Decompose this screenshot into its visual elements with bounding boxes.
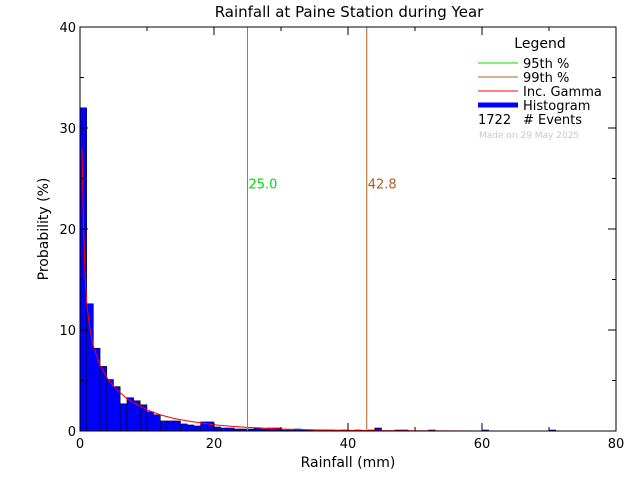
percentile-value-label-1: 42.8 [368, 178, 397, 193]
histogram-bar [93, 347, 101, 432]
histogram-bar [166, 420, 175, 432]
fit-curve-group [81, 148, 617, 432]
histogram-bar [193, 425, 201, 432]
x-tick-label: 40 [340, 437, 357, 452]
histogram-bar [140, 404, 148, 432]
histogram-bar [106, 379, 114, 432]
legend-events-label: # Events [523, 113, 582, 128]
x-tick-label: 20 [206, 437, 223, 452]
x-tick-label: 80 [608, 437, 625, 452]
y-tick-label: 10 [59, 324, 76, 339]
histogram-bar [86, 303, 94, 432]
x-axis-ticks: 0 20 40 60 80 [76, 27, 624, 452]
y-tick-label: 0 [68, 425, 76, 440]
legend-label-histogram: Histogram [523, 99, 590, 114]
histogram-bar [146, 411, 154, 432]
inc-gamma-curve [81, 148, 617, 432]
histogram-bar [119, 403, 128, 432]
histogram-bars [79, 107, 556, 432]
x-tick-label: 0 [76, 437, 84, 452]
legend-title: Legend [514, 36, 565, 52]
x-axis-label: Rainfall (mm) [301, 455, 396, 471]
made-on-note: Made on 29 May 2025 [479, 131, 579, 141]
legend-events-count: 1722 [478, 113, 511, 128]
histogram-bar [173, 420, 181, 432]
histogram-bar [213, 426, 221, 432]
y-tick-label: 30 [59, 122, 76, 137]
percentile-value-label-0: 25.0 [249, 178, 278, 193]
y-tick-label: 20 [59, 223, 76, 238]
percentile-lines: 25.0 42.8 [247, 27, 397, 431]
histogram-bar [113, 386, 121, 432]
histogram-bar [160, 420, 168, 432]
histogram-bar [180, 423, 188, 432]
y-axis-ticks: 0 10 20 30 40 [59, 21, 616, 440]
legend: Legend 95th % 99th % Inc. Gamma Histogra… [478, 36, 602, 141]
x-tick-label: 60 [474, 437, 491, 452]
histogram-bar [153, 414, 161, 432]
legend-label-gamma: Inc. Gamma [523, 85, 602, 100]
histogram-bar [207, 421, 215, 432]
histogram-bar [79, 107, 87, 432]
histogram-bar [186, 424, 195, 432]
chart-title: Rainfall at Paine Station during Year [215, 3, 484, 21]
y-tick-label: 40 [59, 21, 76, 36]
legend-label-95th: 95th % [523, 57, 569, 72]
y-axis-label: Probability (%) [36, 178, 52, 281]
legend-label-99th: 99th % [523, 71, 569, 86]
